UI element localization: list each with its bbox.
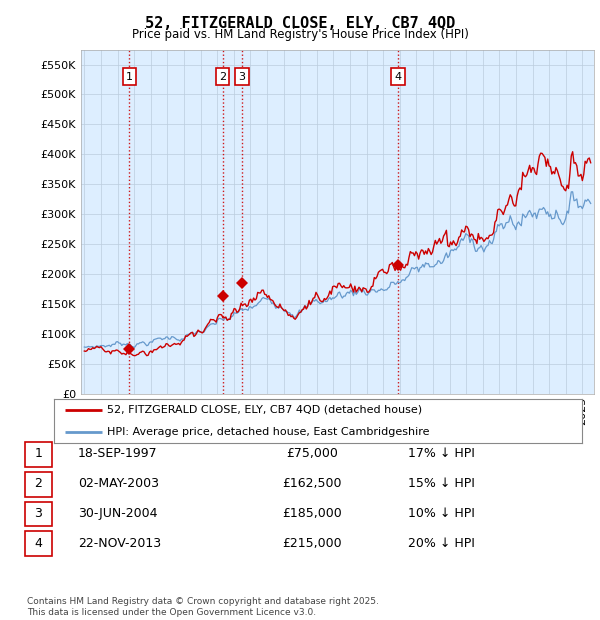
Text: 02-MAY-2003: 02-MAY-2003 [78, 477, 159, 490]
Text: 2: 2 [34, 477, 43, 490]
Text: 1: 1 [34, 448, 43, 460]
Text: 17% ↓ HPI: 17% ↓ HPI [408, 448, 475, 460]
Text: Contains HM Land Registry data © Crown copyright and database right 2025.
This d: Contains HM Land Registry data © Crown c… [27, 598, 379, 617]
Text: Price paid vs. HM Land Registry's House Price Index (HPI): Price paid vs. HM Land Registry's House … [131, 28, 469, 41]
Text: 52, FITZGERALD CLOSE, ELY, CB7 4QD (detached house): 52, FITZGERALD CLOSE, ELY, CB7 4QD (deta… [107, 405, 422, 415]
Text: 22-NOV-2013: 22-NOV-2013 [78, 537, 161, 549]
Text: 1: 1 [126, 71, 133, 81]
Text: £215,000: £215,000 [282, 537, 342, 549]
Text: 2: 2 [219, 71, 226, 81]
Text: 3: 3 [34, 507, 43, 520]
Text: 4: 4 [34, 537, 43, 549]
Text: 52, FITZGERALD CLOSE, ELY, CB7 4QD: 52, FITZGERALD CLOSE, ELY, CB7 4QD [145, 16, 455, 30]
Text: £162,500: £162,500 [282, 477, 342, 490]
Text: £75,000: £75,000 [286, 448, 338, 460]
Text: £185,000: £185,000 [282, 507, 342, 520]
Text: 3: 3 [239, 71, 245, 81]
Text: 20% ↓ HPI: 20% ↓ HPI [408, 537, 475, 549]
Text: 15% ↓ HPI: 15% ↓ HPI [408, 477, 475, 490]
Text: 30-JUN-2004: 30-JUN-2004 [78, 507, 157, 520]
Text: 18-SEP-1997: 18-SEP-1997 [78, 448, 158, 460]
Text: HPI: Average price, detached house, East Cambridgeshire: HPI: Average price, detached house, East… [107, 427, 430, 437]
Text: 4: 4 [395, 71, 401, 81]
Text: 10% ↓ HPI: 10% ↓ HPI [408, 507, 475, 520]
